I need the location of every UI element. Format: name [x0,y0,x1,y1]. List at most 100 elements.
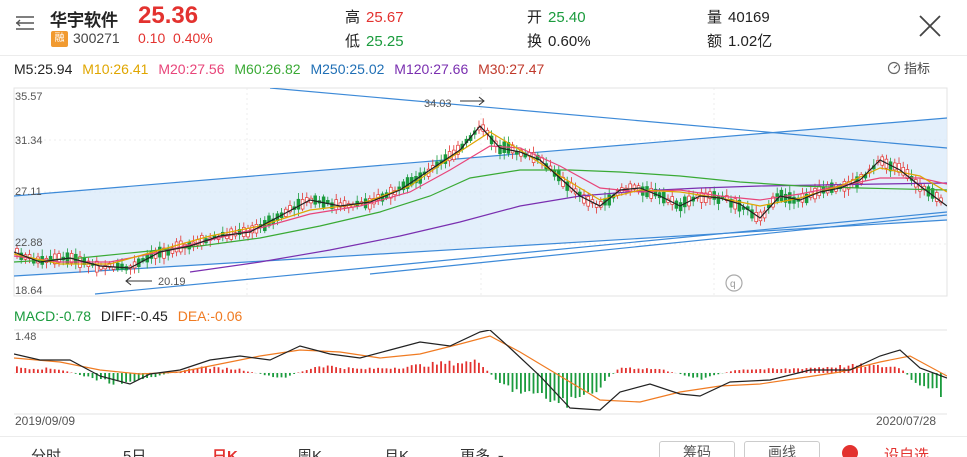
macd-bar [637,368,640,373]
macd-bar [919,373,921,386]
ma-legend-item: M30:27.47 [478,61,545,77]
macd-bar [209,368,211,373]
macd-bar [112,373,115,385]
macd-bar [671,372,673,373]
macd-bar [633,369,636,373]
macd-bar [364,369,367,373]
macd-bar [742,369,745,373]
macd-bar [322,367,325,373]
macd-bar [58,369,60,373]
macd-bar [213,366,216,373]
volume-value: 40169 [728,9,770,26]
candle-body [792,196,796,204]
macd-bar [704,373,707,378]
macd-bar [767,368,770,373]
macd-bar [310,368,312,373]
macd-bar [616,369,619,373]
channel-lines [14,88,947,295]
macd-bar [436,364,438,373]
close-icon[interactable] [917,13,943,39]
indicator-button[interactable]: 指标 [887,58,930,77]
macd-bar [604,373,606,381]
macd-bar [352,368,354,373]
tab-weekly-k[interactable]: 周K [297,448,323,457]
macd-bar [377,367,379,373]
macd-bar [158,373,161,376]
macd-bar [725,372,728,373]
macd-bar [133,373,136,382]
end-date: 2020/07/28 [876,414,937,428]
macd-bar [578,373,581,398]
candle-body [699,192,704,203]
macd-bar [66,371,69,373]
macd-bar [906,373,909,375]
macd-bar [923,373,925,387]
macd-bar [717,373,720,375]
candle-body [678,202,683,212]
macd-bar [268,373,270,376]
macd-bar [763,369,766,373]
kline-chart[interactable]: 35.57 31.34 27.11 22.88 18.64 34.03 20.1… [0,0,967,436]
macd-value: MACD:-0.78 [14,308,92,324]
macd-bar [562,373,564,399]
ma-legend-item: M120:27.66 [394,61,469,77]
draw-line-button[interactable]: 画线 [744,441,820,457]
macd-bar [238,368,241,373]
high-label: 高 [345,9,361,26]
candle-body [783,193,788,203]
macd-bar [478,362,480,373]
stock-code: 300271 [73,30,120,46]
macd-bar [192,369,195,373]
tab-daily-k[interactable]: 日K [212,448,238,457]
dea-line [14,335,947,403]
open-label: 开 [527,9,543,26]
candle-body [149,251,154,259]
candle-body [779,189,784,202]
candle-body [296,198,301,210]
macd-bar [469,362,472,373]
price-axis-label: 35.57 [15,91,43,103]
macd-bar [658,369,661,373]
margin-badge: 融 [51,31,68,47]
macd-bar [125,373,127,383]
macd-bar [654,368,657,373]
tab-5day[interactable]: 5日 [123,448,147,457]
macd-bar [595,373,598,393]
candle-body [498,144,502,155]
macd-bar [738,370,741,373]
tab-more[interactable]: 更多 ▾ [460,445,503,457]
low-marker: 20.19 [125,276,186,288]
macd-bar [272,373,274,378]
macd-bar [402,368,405,373]
add-favorite-button[interactable]: 设自选 [884,447,930,457]
macd-bar [318,366,321,373]
macd-bar [902,370,904,373]
menu-icon[interactable] [14,12,36,34]
candle-body [170,247,175,254]
indicator-label: 指标 [904,61,931,76]
macd-bar [24,368,27,373]
high-stat: 高 25.67 [345,6,404,27]
macd-bar [32,368,35,373]
macd-bar [692,373,694,378]
macd-bar [898,368,900,373]
macd-bar [289,373,291,376]
price-change: 0.10 0.40% [138,30,213,46]
period-tabs: 分时 5日 日K 周K 月K 更多 ▾ 筹码 画线 设自选 [0,436,967,457]
tab-monthly-k[interactable]: 月K [384,448,410,457]
macd-bar [625,367,627,373]
macd-bar [872,365,875,373]
macd-bar [553,373,556,401]
macd-bar [839,365,841,373]
macd-bar [188,368,190,373]
chips-button[interactable]: 筹码 [659,441,735,457]
macd-bar [410,365,413,373]
macd-bar [339,368,342,373]
record-icon[interactable] [842,445,858,457]
macd-bar [541,373,543,394]
ma-legend-item: M60:26.82 [234,61,301,77]
macd-bar [856,365,858,373]
macd-bar [234,369,237,373]
macd-bar [343,369,346,373]
tab-intraday[interactable]: 分时 [31,448,62,457]
